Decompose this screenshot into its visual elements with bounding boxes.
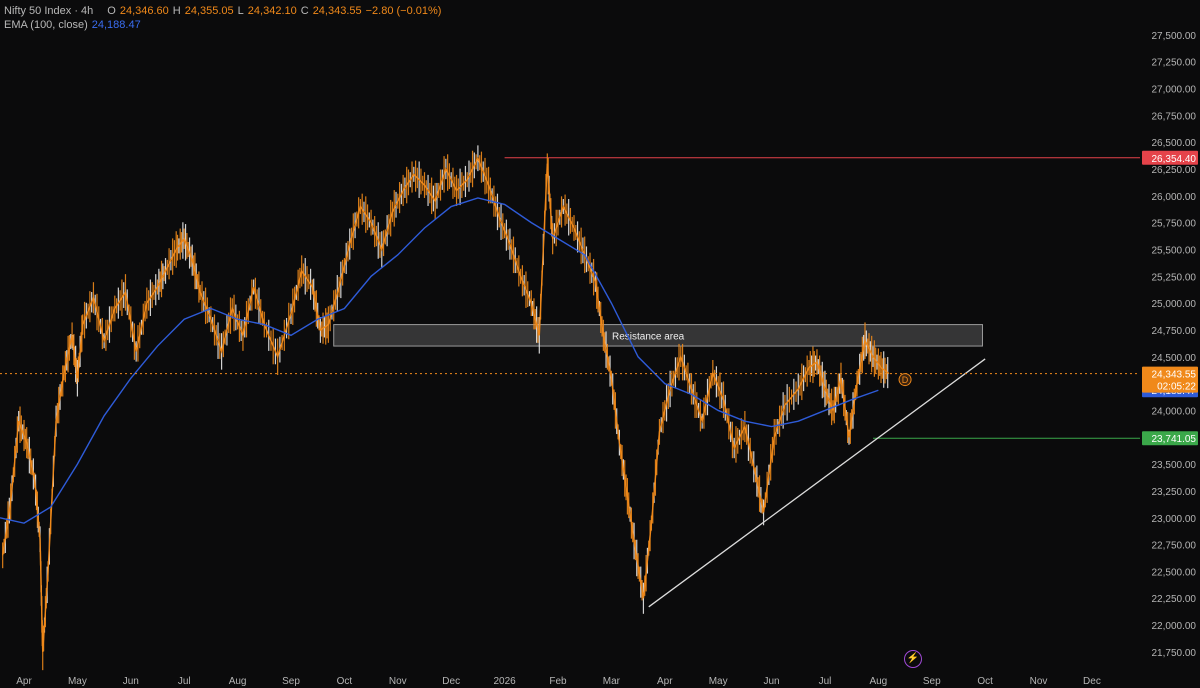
close-label: C xyxy=(300,5,309,17)
open-label: O xyxy=(107,5,116,17)
high-value: 24,355.05 xyxy=(184,5,234,17)
close-value: 24,343.55 xyxy=(312,5,362,17)
y-tick-label: 26,000.00 xyxy=(1152,192,1197,203)
x-tick-label: Apr xyxy=(657,676,673,687)
y-tick-label: 27,250.00 xyxy=(1152,58,1197,69)
event-marker-label: D xyxy=(902,375,909,385)
event-marker-icon xyxy=(898,373,912,387)
ema-label[interactable]: EMA (100, close) xyxy=(4,19,88,31)
ema-value: 24,188.47 xyxy=(91,19,141,31)
y-tick-label: 26,500.00 xyxy=(1152,138,1197,149)
resistance-price-badge-bg xyxy=(1142,150,1198,165)
low-value: 24,342.10 xyxy=(247,5,297,17)
symbol-label[interactable]: Nifty 50 Index · 4h xyxy=(4,5,94,17)
x-tick-label: Sep xyxy=(923,676,941,687)
y-tick-label: 26,750.00 xyxy=(1152,111,1197,122)
x-tick-label: Nov xyxy=(389,676,407,687)
x-tick-label: Aug xyxy=(869,676,887,687)
x-tick-label: Jul xyxy=(178,676,191,687)
y-tick-label: 23,000.00 xyxy=(1152,514,1197,525)
chart-legend: Nifty 50 Index · 4h O 24,346.60 H 24,355.0… xyxy=(4,4,441,32)
resistance-zone-label: Resistance area xyxy=(612,331,685,342)
x-tick-label: Nov xyxy=(1030,676,1048,687)
high-label: H xyxy=(172,5,181,17)
y-tick-label: 24,500.00 xyxy=(1152,353,1197,364)
x-tick-label: Sep xyxy=(282,676,300,687)
y-tick-label: 25,000.00 xyxy=(1152,299,1197,310)
support-price-badge-bg xyxy=(1142,431,1198,446)
resistance-price-badge: 26,354.40 xyxy=(1152,154,1197,165)
y-tick-label: 22,250.00 xyxy=(1152,594,1197,605)
x-tick-label: May xyxy=(709,676,728,687)
change-value: −2.80 (−0.01%) xyxy=(365,5,442,17)
legend-ohlc-row: Nifty 50 Index · 4h O 24,346.60 H 24,355.0… xyxy=(4,4,441,18)
x-tick-label: 2026 xyxy=(493,676,516,687)
low-label: L xyxy=(237,5,244,17)
y-tick-label: 27,000.00 xyxy=(1152,84,1197,95)
x-tick-label: May xyxy=(68,676,87,687)
open-value: 24,346.60 xyxy=(119,5,169,17)
y-tick-label: 27,500.00 xyxy=(1152,31,1197,42)
price-axis-panel xyxy=(1140,0,1200,688)
x-tick-label: Oct xyxy=(977,676,993,687)
y-tick-label: 25,500.00 xyxy=(1152,245,1197,256)
x-tick-label: Feb xyxy=(549,676,567,687)
y-tick-label: 24,750.00 xyxy=(1152,326,1197,337)
x-tick-label: Jul xyxy=(819,676,832,687)
y-tick-label: 26,250.00 xyxy=(1152,165,1197,176)
y-tick-label: 24,000.00 xyxy=(1152,406,1197,417)
x-tick-label: Jun xyxy=(764,676,780,687)
x-tick-label: Apr xyxy=(16,676,32,687)
trendline xyxy=(648,358,986,608)
last-price-badge-bg xyxy=(1142,366,1198,393)
y-tick-label: 21,750.00 xyxy=(1152,648,1197,659)
price-line xyxy=(1,156,890,652)
y-tick-label: 25,750.00 xyxy=(1152,219,1197,230)
y-tick-label: 23,250.00 xyxy=(1152,487,1197,498)
resistance-zone xyxy=(333,324,983,347)
last-price-badge: 24,343.55 xyxy=(1152,370,1197,381)
y-tick-label: 22,500.00 xyxy=(1152,567,1197,578)
x-tick-label: Oct xyxy=(337,676,353,687)
y-tick-label: 22,750.00 xyxy=(1152,541,1197,552)
countdown-badge: 02:05:22 xyxy=(1157,382,1196,393)
y-tick-label: 22,000.00 xyxy=(1152,621,1197,632)
x-tick-label: Jun xyxy=(123,676,139,687)
lightning-icon[interactable]: ⚡ xyxy=(904,650,922,668)
x-tick-label: Dec xyxy=(1083,676,1101,687)
y-tick-label: 23,500.00 xyxy=(1152,460,1197,471)
ema-line xyxy=(0,197,879,524)
legend-ema-row: EMA (100, close) 24,188.47 xyxy=(4,18,441,32)
x-tick-label: Mar xyxy=(603,676,621,687)
x-tick-label: Aug xyxy=(229,676,247,687)
support-price-badge: 23,741.05 xyxy=(1152,434,1197,445)
x-tick-label: Dec xyxy=(442,676,460,687)
y-tick-label: 25,250.00 xyxy=(1152,272,1197,283)
